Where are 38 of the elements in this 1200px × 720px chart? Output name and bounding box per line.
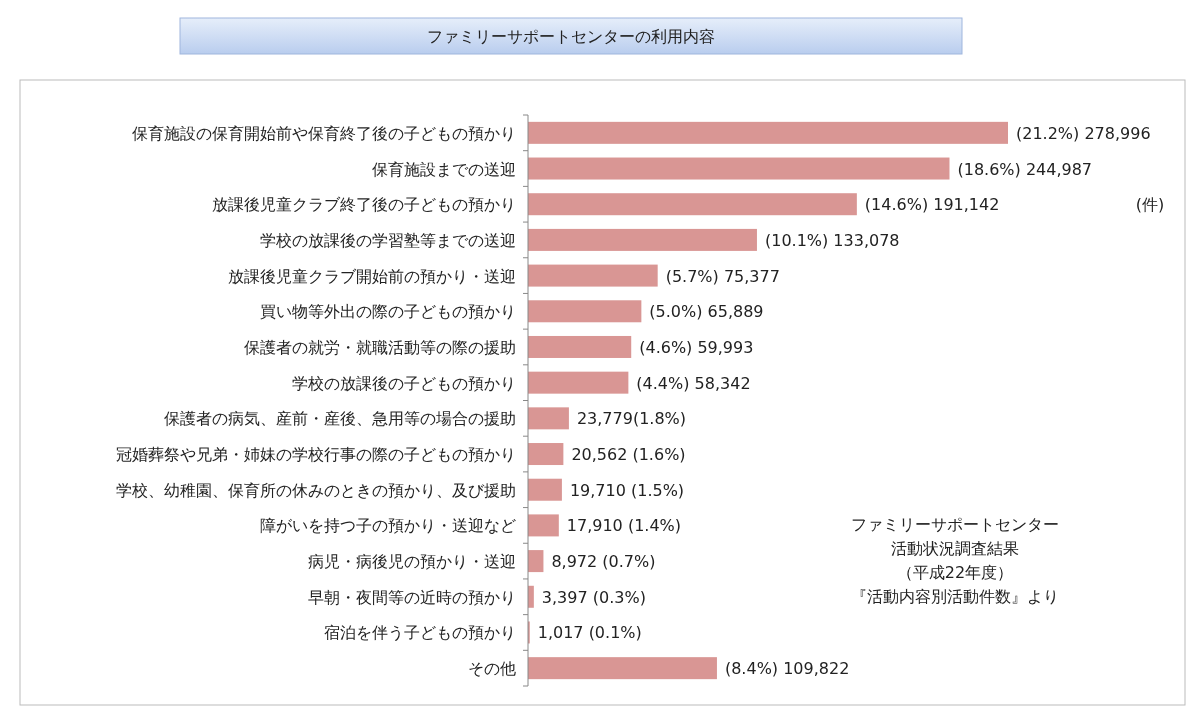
y-tick-label: 早朝・夜間等の近時の預かり	[308, 588, 516, 607]
data-label: 3,397 (0.3%)	[541, 587, 646, 607]
data-label: (5.0%) 65,889	[649, 302, 764, 322]
data-label: (8.4%) 109,822	[724, 659, 850, 679]
annotation: （平成22年度）	[896, 563, 1014, 582]
y-tick-label: 学校、幼稚園、保育所の休みのときの預かり、及び援助	[116, 481, 516, 500]
data-label: (5.7%) 75,377	[665, 266, 780, 286]
data-label: (18.6%) 244,987	[957, 159, 1093, 179]
y-tick-label: 学校の放課後の子どもの預かり	[292, 374, 516, 393]
y-tick-label: 学校の放課後の学習塾等までの送迎	[260, 231, 516, 250]
text: (件)	[1135, 195, 1165, 215]
data-label: 17,910 (1.4%)	[566, 516, 682, 536]
y-tick-label: 保護者の病気、産前・産後、急用等の場合の援助	[164, 410, 516, 429]
y-tick-label: 宿泊を伴う子どもの預かり	[324, 624, 516, 643]
data-label: (10.1%) 133,078	[764, 230, 900, 250]
y-tick-label: 放課後児童クラブ終了後の子どもの預かり	[212, 196, 516, 215]
y-tick-label: 障がいを持つ子の預かり・送迎など	[260, 517, 516, 536]
y-tick-label: 放課後児童クラブ開始前の預かり・送迎	[228, 267, 516, 286]
data-label: (14.6%) 191,142	[864, 195, 1000, 215]
data-label: (21.2%) 278,996	[1016, 123, 1151, 143]
annotation: 活動状況調査結果	[891, 539, 1019, 558]
annotation: 『活動内容別活動件数』より	[851, 587, 1059, 606]
y-tick-label: 買い物等外出の際の子どもの預かり	[260, 303, 516, 322]
data-label: 1,017 (0.1%)	[537, 623, 642, 643]
y-tick-label: 病児・病後児の預かり・送迎	[308, 553, 516, 572]
y-tick-label: 保育施設の保育開始前や保育終了後の子どもの預かり	[132, 124, 516, 143]
data-label: 8,972 (0.7%)	[551, 552, 656, 572]
data-label: 19,710 (1.5%)	[569, 480, 685, 500]
data-label: (4.6%) 59,993	[639, 337, 754, 357]
y-tick-label: 保育施設までの送迎	[372, 160, 516, 179]
data-label: 23,779(1.8%)	[576, 409, 687, 429]
data-label: 20,562 (1.6%)	[571, 445, 686, 465]
y-tick-label: 冠婚葬祭や兄弟・姉妹の学校行事の際の子どもの預かり	[116, 446, 516, 465]
annotation: ファミリーサポートセンター	[851, 515, 1059, 534]
chart-title: ファミリーサポートセンターの利用内容	[427, 27, 715, 46]
y-tick-label: その他	[468, 660, 516, 679]
data-label: (4.4%) 58,342	[636, 373, 751, 393]
y-tick-label: 保護者の就労・就職活動等の際の援助	[244, 338, 516, 357]
